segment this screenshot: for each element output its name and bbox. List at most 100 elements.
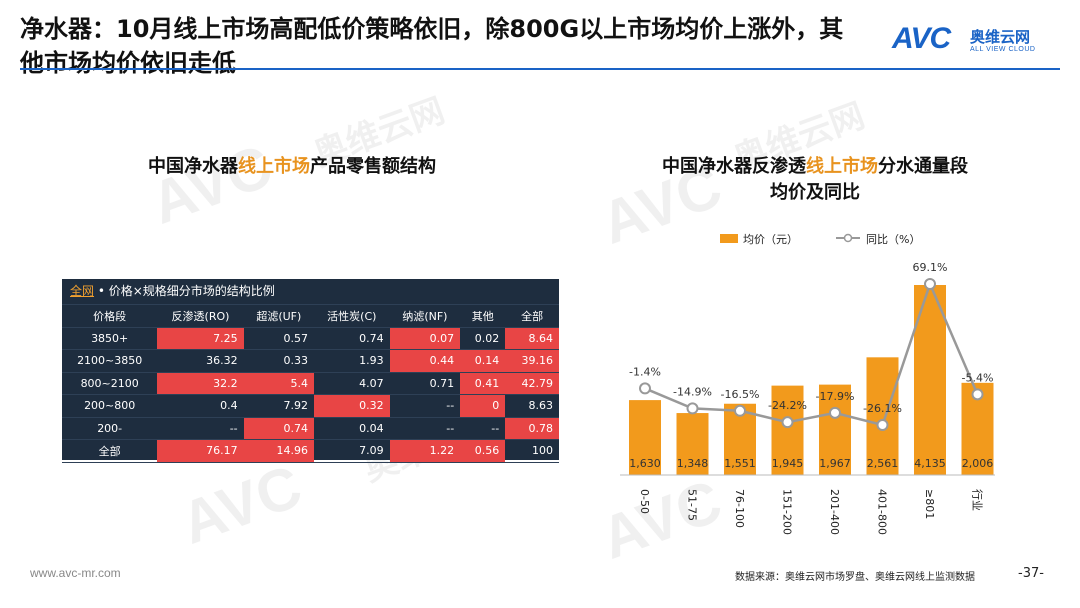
yoy-label: -1.4%	[629, 365, 661, 378]
table-cell: 100	[505, 439, 559, 463]
structure-table: 全网 • 价格×规格细分市场的结构比例 价格段 反渗透(RO) 超滤(UF) 活性炭(…	[62, 279, 559, 463]
table-cell: 0.04	[313, 417, 390, 440]
table-cell: --	[389, 394, 461, 418]
yoy-point	[971, 388, 984, 401]
legend-label: 均价（元）	[743, 233, 798, 246]
yoy-label: -17.9%	[816, 390, 855, 403]
legend-marker	[843, 233, 853, 243]
yoy-point	[734, 404, 746, 417]
table-header-row: 价格段 反渗透(RO) 超滤(UF) 活性炭(C) 纳滤(NF) 其他 全部	[62, 305, 559, 328]
table-cell: --	[389, 417, 461, 440]
table-cell: 0.32	[313, 394, 390, 418]
row-label: 2100~3850	[62, 349, 158, 373]
table-cell: 0.07	[389, 327, 461, 350]
right-title-pre: 中国净水器反渗透	[662, 156, 806, 177]
table-row: 800~2100 32.2 5.4 4.07 0.71 0.41 42.79	[62, 372, 559, 395]
column-header: 反渗透(RO)	[157, 305, 244, 328]
table-cell: 1.22	[389, 439, 461, 463]
avc-logo: AVC 奥维云网 ALL VIEW CLOUD	[892, 22, 1062, 62]
yoy-point	[876, 419, 889, 431]
category-label: 0-50	[638, 489, 651, 514]
legend-swatch-bar	[720, 234, 738, 243]
category-label: 201-400	[828, 489, 841, 535]
row-label: 200-	[62, 417, 158, 440]
column-header: 全部	[505, 305, 559, 328]
table-cell: 0.4	[157, 394, 244, 418]
bar	[676, 413, 709, 475]
column-header: 价格段	[62, 305, 158, 328]
column-header: 超滤(UF)	[243, 305, 314, 328]
watermark: AVC	[172, 452, 311, 557]
table-caption-text: • 价格×规格细分市场的结构比例	[94, 284, 275, 298]
table-body: 3850+ 7.25 0.57 0.74 0.07 0.02 8.64 2100~3850 36…	[62, 327, 559, 463]
yoy-label: 69.1%	[913, 261, 948, 274]
yoy-label: -16.5%	[721, 388, 760, 401]
table-cell: 0.33	[243, 349, 314, 373]
page-number: -37-	[1018, 566, 1044, 581]
category-label: ≥801	[923, 489, 936, 519]
yoy-label: -26.1%	[863, 402, 902, 415]
table-cell: 0.02	[460, 327, 506, 350]
table-cell: 0.44	[389, 349, 461, 373]
table-cell: 0.57	[243, 327, 314, 350]
logo-cn: 奥维云网	[970, 28, 1031, 46]
left-title-post: 产品零售额结构	[310, 156, 436, 177]
bar	[866, 357, 899, 475]
table-row: 200~800 0.4 7.92 0.32 -- 0 8.63	[62, 394, 559, 418]
watermark: AVC	[142, 132, 281, 237]
table-cell: 8.64	[505, 327, 559, 350]
bar-value-label: 2,561	[867, 457, 899, 470]
data-table: 价格段 反渗透(RO) 超滤(UF) 活性炭(C) 纳滤(NF) 其他 全部 3850+ 7.…	[62, 305, 559, 463]
table-cell: 0.74	[243, 417, 314, 440]
row-label: 3850+	[62, 327, 158, 350]
bar	[819, 384, 851, 475]
table-cell: 39.16	[505, 349, 559, 373]
table-row: 2100~3850 36.32 0.33 1.93 0.44 0.14 39.16	[62, 349, 559, 373]
data-source: 数据来源：奥维云网市场罗盘、奥维云网线上监测数据	[735, 572, 975, 583]
column-header: 活性炭(C)	[313, 305, 390, 328]
left-title-pre: 中国净水器	[148, 156, 238, 177]
right-title-post: 分水通量段	[878, 156, 968, 177]
bar-value-label: 1,630	[629, 457, 661, 470]
yoy-point	[686, 402, 699, 415]
table-row: 3850+ 7.25 0.57 0.74 0.07 0.02 8.64	[62, 327, 559, 350]
table-cell: --	[157, 417, 244, 440]
column-header: 其他	[460, 305, 506, 328]
bar-value-label: 4,135	[914, 457, 946, 470]
table-cell: 8.63	[505, 394, 559, 418]
table-cell: --	[460, 417, 506, 440]
page-title: 净水器：10月线上市场高配低价策略依旧，除800G以上市场均价上涨外，其他市场均…	[20, 15, 844, 77]
category-label: 76-100	[733, 489, 746, 528]
footer-url: www.avc-mr.com	[30, 566, 121, 580]
column-header: 纳滤(NF)	[389, 305, 461, 328]
table-cell: 5.4	[243, 372, 314, 395]
category-label: 401-800	[876, 489, 889, 535]
table-cell: 0.74	[313, 327, 390, 350]
table-cell: 42.79	[505, 372, 559, 395]
bar-value-label: 1,348	[677, 457, 709, 470]
category-label: 151-200	[781, 489, 794, 535]
row-label: 200~800	[62, 394, 158, 418]
table-cell: 1.93	[313, 349, 390, 373]
table-cell: 4.07	[313, 372, 390, 395]
table-row: 200- -- 0.74 0.04 -- -- 0.78	[62, 417, 559, 440]
table-cell: 0.14	[460, 349, 506, 373]
left-title-highlight: 线上市场	[238, 156, 310, 177]
right-title-line2: 均价及同比	[770, 182, 860, 203]
bar-value-label: 1,551	[724, 457, 756, 470]
yoy-line	[644, 280, 979, 427]
bar-value-label: 2,006	[962, 457, 994, 470]
header-divider	[20, 68, 1060, 70]
price-yoy-chart: 均价（元） 同比（%） 1,630 0-50 1,348 51-75 1,551 76-100…	[620, 233, 995, 535]
table-cell: 0.71	[389, 372, 461, 395]
table-cell: 36.32	[157, 349, 244, 373]
table-caption: 全网 • 价格×规格细分市场的结构比例	[62, 279, 559, 305]
row-label: 全部	[62, 439, 158, 463]
logo-mark: AVC	[892, 22, 951, 55]
legend-label: 同比（%）	[866, 233, 920, 246]
table-cell: 7.09	[313, 439, 390, 463]
table-cell: 32.2	[157, 372, 244, 395]
table-cell: 76.17	[157, 439, 244, 463]
yoy-point	[639, 382, 651, 395]
right-title-highlight: 线上市场	[806, 156, 878, 177]
